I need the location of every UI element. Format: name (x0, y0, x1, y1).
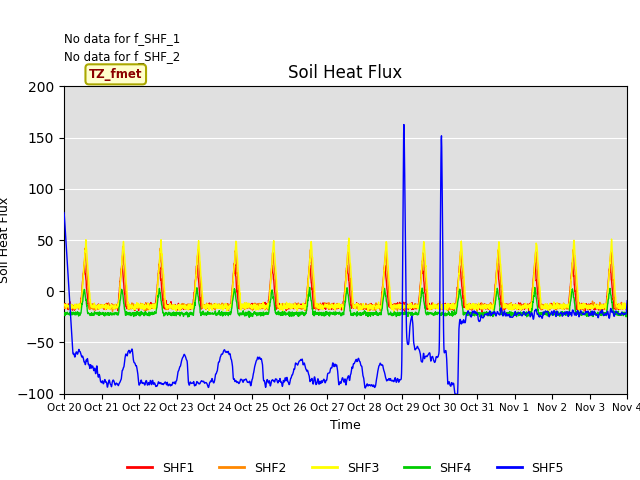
Text: No data for f_SHF_2: No data for f_SHF_2 (64, 50, 180, 63)
X-axis label: Time: Time (330, 419, 361, 432)
Text: TZ_fmet: TZ_fmet (89, 68, 143, 81)
Title: Soil Heat Flux: Soil Heat Flux (289, 64, 403, 82)
Legend: SHF1, SHF2, SHF3, SHF4, SHF5: SHF1, SHF2, SHF3, SHF4, SHF5 (122, 456, 569, 480)
Y-axis label: Soil Heat Flux: Soil Heat Flux (0, 197, 11, 283)
Text: No data for f_SHF_1: No data for f_SHF_1 (64, 32, 180, 45)
